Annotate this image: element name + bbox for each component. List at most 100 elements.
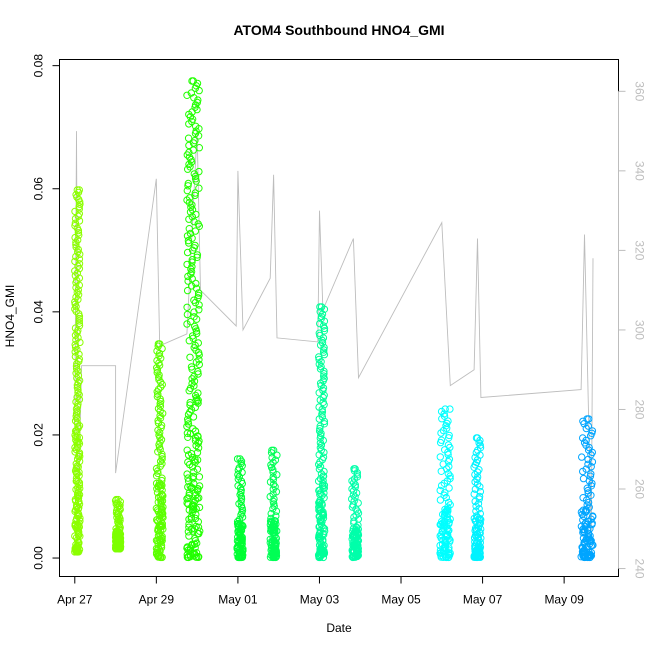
data-point bbox=[75, 438, 83, 446]
data-point bbox=[185, 160, 193, 169]
point-cluster bbox=[348, 465, 363, 562]
data-point bbox=[192, 358, 201, 366]
data-point bbox=[153, 546, 162, 554]
data-point bbox=[159, 513, 167, 522]
data-point bbox=[436, 453, 444, 461]
data-point bbox=[74, 229, 83, 237]
data-point bbox=[320, 550, 328, 558]
data-point bbox=[440, 511, 449, 520]
data-point bbox=[155, 481, 164, 489]
data-point bbox=[189, 549, 197, 557]
data-point bbox=[157, 521, 166, 530]
data-point bbox=[437, 429, 445, 437]
data-point bbox=[350, 479, 358, 487]
x-axis: Apr 27 Apr 29 May 01 May 03 May 05 May 07 May … bbox=[57, 576, 584, 607]
data-point bbox=[74, 497, 83, 505]
data-point bbox=[190, 540, 199, 548]
data-point bbox=[315, 499, 323, 507]
data-point bbox=[76, 514, 84, 522]
data-point bbox=[183, 91, 191, 100]
data-point bbox=[192, 122, 200, 131]
data-point bbox=[72, 243, 80, 251]
data-point bbox=[190, 372, 198, 381]
data-point bbox=[587, 470, 595, 478]
data-point bbox=[153, 356, 161, 365]
data-point bbox=[183, 303, 191, 311]
data-point bbox=[192, 346, 200, 354]
point-cluster bbox=[111, 495, 125, 553]
data-point bbox=[444, 470, 452, 478]
y2-tick-label: 280 bbox=[633, 399, 647, 419]
data-point bbox=[72, 336, 80, 344]
data-point bbox=[271, 545, 279, 553]
data-point bbox=[191, 456, 199, 464]
data-point bbox=[194, 389, 202, 397]
data-point bbox=[191, 437, 200, 445]
data-point bbox=[74, 512, 82, 520]
data-point bbox=[317, 303, 326, 311]
data-point bbox=[75, 260, 84, 268]
data-point bbox=[236, 530, 244, 538]
data-point bbox=[473, 434, 482, 442]
data-point bbox=[476, 543, 485, 551]
data-point bbox=[158, 455, 166, 463]
data-point bbox=[74, 388, 82, 397]
gray-trace-layer bbox=[74, 131, 594, 537]
data-point bbox=[188, 258, 196, 266]
data-point bbox=[444, 450, 452, 459]
data-point bbox=[154, 385, 163, 394]
data-point bbox=[71, 272, 80, 280]
data-point bbox=[75, 186, 84, 194]
data-point bbox=[314, 477, 323, 485]
data-point bbox=[477, 516, 485, 524]
data-point bbox=[194, 485, 202, 493]
y-tick-label: 0.02 bbox=[32, 423, 46, 447]
data-point bbox=[350, 530, 358, 538]
data-point bbox=[75, 319, 84, 327]
data-point bbox=[233, 455, 242, 463]
data-point bbox=[74, 492, 83, 500]
data-point bbox=[187, 406, 196, 414]
data-point bbox=[184, 236, 193, 245]
data-point bbox=[272, 512, 280, 520]
data-point bbox=[444, 441, 453, 449]
data-point bbox=[475, 495, 483, 503]
data-point bbox=[579, 434, 587, 442]
data-point bbox=[112, 495, 120, 504]
data-point bbox=[156, 412, 164, 420]
data-point bbox=[442, 493, 450, 502]
data-point bbox=[75, 322, 84, 330]
data-point bbox=[588, 541, 597, 549]
point-cluster bbox=[233, 455, 247, 562]
data-point bbox=[113, 499, 121, 507]
data-point bbox=[579, 516, 587, 524]
data-point bbox=[475, 528, 484, 536]
data-point bbox=[317, 362, 325, 371]
data-point bbox=[187, 450, 196, 458]
data-point bbox=[156, 526, 165, 534]
data-point bbox=[187, 282, 196, 290]
data-point bbox=[112, 528, 121, 536]
data-point bbox=[584, 460, 592, 468]
data-point bbox=[446, 405, 454, 413]
data-point bbox=[351, 553, 359, 561]
data-point bbox=[76, 200, 84, 209]
data-point bbox=[159, 409, 167, 418]
data-point bbox=[184, 165, 192, 173]
data-point bbox=[154, 404, 163, 413]
data-point bbox=[195, 167, 203, 176]
data-point bbox=[74, 333, 82, 342]
y2-tick-label: 240 bbox=[633, 559, 647, 579]
data-point bbox=[190, 313, 198, 321]
data-point bbox=[320, 448, 328, 457]
data-point bbox=[185, 141, 193, 150]
y-tick-label: 0.08 bbox=[32, 54, 46, 78]
data-point bbox=[191, 175, 200, 183]
data-point bbox=[71, 532, 79, 540]
data-point bbox=[75, 457, 84, 466]
data-point bbox=[183, 286, 192, 295]
data-point bbox=[316, 379, 325, 387]
data-point bbox=[183, 495, 191, 503]
data-point bbox=[72, 501, 81, 510]
